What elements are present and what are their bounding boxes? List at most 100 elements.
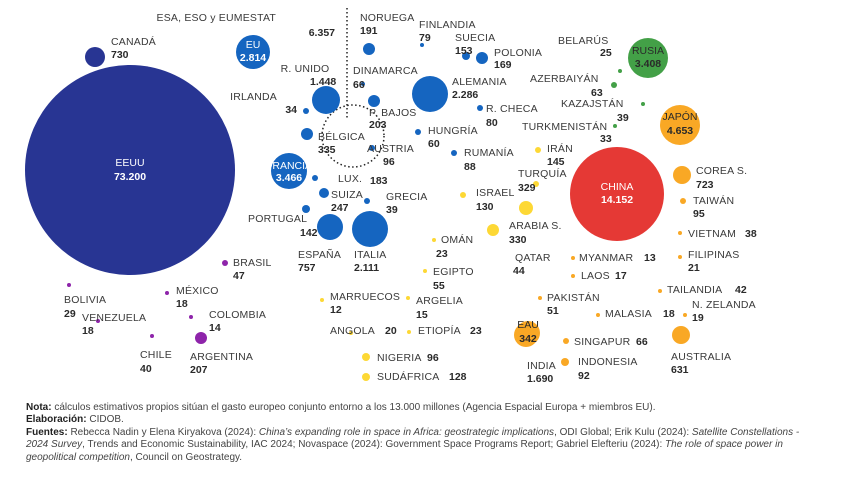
- value-marruecos: 12: [330, 304, 342, 316]
- value-chile: 40: [140, 363, 152, 375]
- label-iran: IRÁN: [547, 142, 573, 155]
- label-francia: FRANCIA: [266, 160, 312, 172]
- label-eeuu: EEUU: [115, 157, 144, 169]
- value-lux: 183: [370, 175, 388, 187]
- label-venezuela: VENEZUELA: [82, 312, 146, 324]
- label-angola: ANGOLA: [330, 325, 375, 337]
- value-grecia: 39: [386, 204, 398, 216]
- bubble-irlanda: [303, 108, 309, 114]
- bubble-bolivia: [67, 283, 71, 287]
- label-malasia: MALASIA: [605, 308, 652, 320]
- label-reinounido: R. UNIDO: [281, 63, 330, 75]
- label-azerbaiyan: AZERBAIYÁN: [530, 72, 599, 85]
- label-turquia: TURQUÍA: [518, 167, 567, 180]
- label-noruega: NORUEGA: [360, 12, 415, 24]
- value-portugal: 142: [300, 227, 318, 239]
- label-india: INDIA: [527, 360, 556, 372]
- value-argelia: 15: [416, 309, 428, 321]
- value-azerbaiyan: 63: [591, 87, 603, 99]
- label-chile: CHILE: [140, 349, 172, 361]
- bubble-rcheca: [477, 105, 483, 111]
- label-pakistan: PAKISTÁN: [547, 291, 600, 304]
- value-malasia: 18: [663, 308, 675, 320]
- bubble-nigeria: [362, 353, 370, 361]
- bubble-lux: [312, 175, 318, 181]
- label-italia: ITALIA: [354, 249, 387, 261]
- label-suecia: SUECIA: [455, 32, 495, 44]
- value-egipto: 55: [433, 280, 445, 292]
- bubble-portugal: [302, 205, 310, 213]
- chart-notes: Nota: cálculos estimativos propios sitúa…: [26, 402, 816, 464]
- bubble-pbajos: [368, 95, 380, 107]
- label-finlandia: FINLANDIA: [419, 19, 476, 31]
- bubble-nzelanda: [683, 313, 687, 317]
- bubble-reinounido: [312, 86, 340, 114]
- label-kazajstan: KAZAJSTÁN: [561, 97, 623, 110]
- label-taiwan: TAIWÁN: [693, 194, 734, 207]
- label-argentina: ARGENTINA: [190, 351, 253, 363]
- value-rumania: 88: [464, 161, 476, 173]
- sources-line: Fuentes: Rebecca Nadin y Elena Kiryakova…: [26, 426, 800, 463]
- value-sudafrica: 128: [449, 371, 467, 383]
- label-esa: ESA, ESO y EUMESTAT: [156, 12, 276, 24]
- bubble-filipinas: [678, 255, 682, 259]
- value-turquia: 329: [518, 182, 536, 194]
- label-colombia: COLOMBIA: [209, 309, 266, 321]
- bubble-brasil: [222, 260, 228, 266]
- value-canada: 730: [111, 49, 129, 61]
- label-argelia: ARGELIA: [416, 295, 463, 307]
- label-mexico: MÉXICO: [176, 284, 219, 297]
- bubble-marruecos: [320, 298, 324, 302]
- label-rusia: RUSIA: [632, 45, 664, 57]
- label-nzelanda: N. ZELANDA: [692, 299, 756, 311]
- value-japon: 4.653: [667, 125, 693, 137]
- bubble-venezuela: [96, 319, 100, 323]
- bubble-dinamarca: [361, 82, 365, 86]
- bubble-angola: [349, 331, 353, 335]
- label-rcheca: R. CHECA: [486, 103, 538, 115]
- value-pakistan: 51: [547, 305, 559, 317]
- bubble-noruega: [363, 43, 375, 55]
- elaboration-line: Elaboración: CIDOB.: [26, 414, 124, 426]
- value-arabia: 330: [509, 234, 527, 246]
- bubble-sudafrica: [362, 373, 370, 381]
- label-singapur: SINGAPUR: [574, 336, 631, 348]
- value-turkmenistan: 33: [600, 133, 612, 145]
- bubble-francia: [271, 153, 307, 189]
- bubble-australia: [672, 326, 690, 344]
- bubble-myanmar: [571, 256, 575, 260]
- bubble-espana: [317, 214, 343, 240]
- value-singapur: 66: [636, 336, 648, 348]
- label-dinamarca: DINAMARCA: [353, 65, 418, 77]
- bubble-qatar: [487, 224, 499, 236]
- value-bolivia: 29: [64, 308, 76, 320]
- label-pbajos: P. BAJOS: [369, 107, 417, 119]
- label-japon: JAPÓN: [662, 110, 697, 123]
- label-etiopia: ETIOPÍA: [418, 324, 461, 337]
- value-israel: 130: [476, 201, 494, 213]
- label-eau: EAU: [517, 319, 539, 331]
- value-iran: 145: [547, 156, 565, 168]
- value-finlandia: 79: [419, 32, 431, 44]
- bubble-israel: [460, 192, 466, 198]
- bubble-iran: [535, 147, 541, 153]
- label-grecia: GRECIA: [386, 191, 427, 203]
- value-corea: 723: [696, 179, 714, 191]
- bubble-mexico: [165, 291, 169, 295]
- value-reinounido: 1.448: [310, 76, 336, 88]
- bubble-colombia: [189, 315, 193, 319]
- value-nigeria: 96: [427, 352, 439, 364]
- label-china: CHINA: [601, 181, 634, 193]
- label-sudafrica: SUDÁFRICA: [377, 370, 439, 383]
- label-belarus: BELARÚS: [558, 34, 608, 47]
- bubble-corea: [673, 166, 691, 184]
- bubble-suecia: [462, 52, 470, 60]
- value-francia: 3.466: [276, 172, 302, 184]
- bubble-argelia: [406, 296, 410, 300]
- label-bolivia: BOLIVIA: [64, 294, 106, 306]
- bubble-laos: [571, 274, 575, 278]
- bubble-pakistan: [538, 296, 542, 300]
- value-indonesia: 92: [578, 370, 590, 382]
- bubble-turquia: [533, 181, 539, 187]
